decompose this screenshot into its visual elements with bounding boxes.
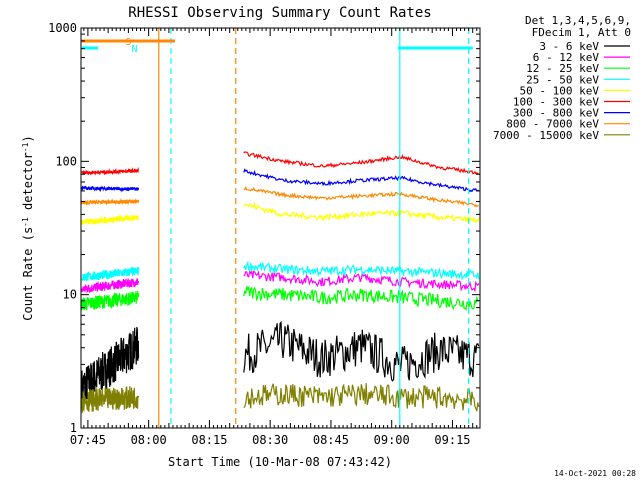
series-line-6-seg-1 — [243, 168, 479, 193]
legend-entry-6: 300 - 800 keV — [513, 107, 599, 120]
legend-header-0: Det 1,3,4,5,6,9, — [525, 14, 631, 27]
legend-entry-2: 12 - 25 keV — [526, 62, 599, 75]
y-label-sup1: -1 — [21, 217, 30, 227]
y-axis-label: Count Rate (s-1 detector-1) — [21, 135, 36, 320]
x-tick-label-1: 08:00 — [131, 433, 167, 447]
chart-title: RHESSI Observing Summary Count Rates — [128, 5, 431, 21]
series-line-6-seg-0 — [81, 185, 140, 193]
plot-frame — [80, 27, 481, 429]
series-line-4-seg-0 — [81, 213, 139, 226]
flags-layer: SN — [81, 37, 473, 55]
legend-entry-8: 7000 - 15000 keV — [493, 129, 599, 142]
x-axis-label: Start Time (10-Mar-08 07:43:42) — [168, 455, 392, 469]
x-tick-label-2: 08:15 — [191, 433, 227, 447]
series-line-3-seg-0 — [81, 266, 140, 282]
series-line-5-seg-0 — [81, 166, 140, 176]
x-tick-label-5: 09:00 — [374, 433, 410, 447]
x-tick-label-3: 08:30 — [252, 433, 288, 447]
y-label-mid: detector — [21, 152, 35, 217]
series-line-1-seg-0 — [81, 278, 140, 294]
legend-entry-7: 800 - 7000 keV — [506, 118, 599, 131]
series-line-8-seg-0 — [81, 386, 140, 414]
legend-entry-5: 100 - 300 keV — [513, 96, 599, 109]
axes-layer: 07:45 08:00 08:15 08:30 08:45 09:00 09:15 1 10 10… — [48, 21, 480, 447]
timestamp: 14-Oct-2021 00:28 — [554, 469, 636, 478]
series-line-0-seg-1 — [243, 320, 480, 382]
series-line-4-seg-1 — [243, 202, 480, 224]
series-line-7-seg-0 — [81, 197, 140, 206]
y-tick-label-2: 100 — [55, 154, 77, 168]
x-tick-label-6: 09:15 — [434, 433, 470, 447]
flag-label-1: N — [131, 44, 137, 55]
x-tick-label-4: 08:45 — [313, 433, 349, 447]
series-line-2-seg-1 — [243, 286, 480, 311]
series-layer — [81, 151, 480, 414]
series-line-7-seg-1 — [243, 185, 479, 208]
legend-entry-1: 6 - 12 keV — [533, 51, 600, 64]
series-line-0-seg-0 — [81, 326, 140, 409]
legend-entry-4: 50 - 100 keV — [520, 84, 600, 97]
series-line-3-seg-1 — [243, 260, 480, 281]
legend: Det 1,3,4,5,6,9,FDecim 1, Att 03 - 6 keV… — [493, 14, 631, 142]
series-line-1-seg-1 — [243, 269, 480, 293]
y-label-sup2: -1 — [21, 142, 30, 152]
legend-header-1: FDecim 1, Att 0 — [532, 26, 631, 39]
y-tick-label-0: 1 — [70, 421, 77, 435]
y-label-main: Count Rate (s — [21, 227, 35, 321]
series-line-8-seg-1 — [243, 383, 480, 412]
x-tick-label-0: 07:45 — [70, 433, 106, 447]
series-line-2-seg-0 — [81, 290, 140, 311]
flag-label-0: S — [125, 37, 131, 48]
y-tick-label-3: 1000 — [48, 21, 77, 35]
y-tick-label-1: 10 — [63, 288, 77, 302]
y-label-end: ) — [21, 135, 35, 142]
legend-entry-0: 3 - 6 keV — [539, 40, 599, 53]
legend-entry-3: 25 - 50 keV — [526, 73, 599, 86]
series-line-5-seg-1 — [243, 151, 480, 175]
markers-layer — [158, 28, 470, 428]
